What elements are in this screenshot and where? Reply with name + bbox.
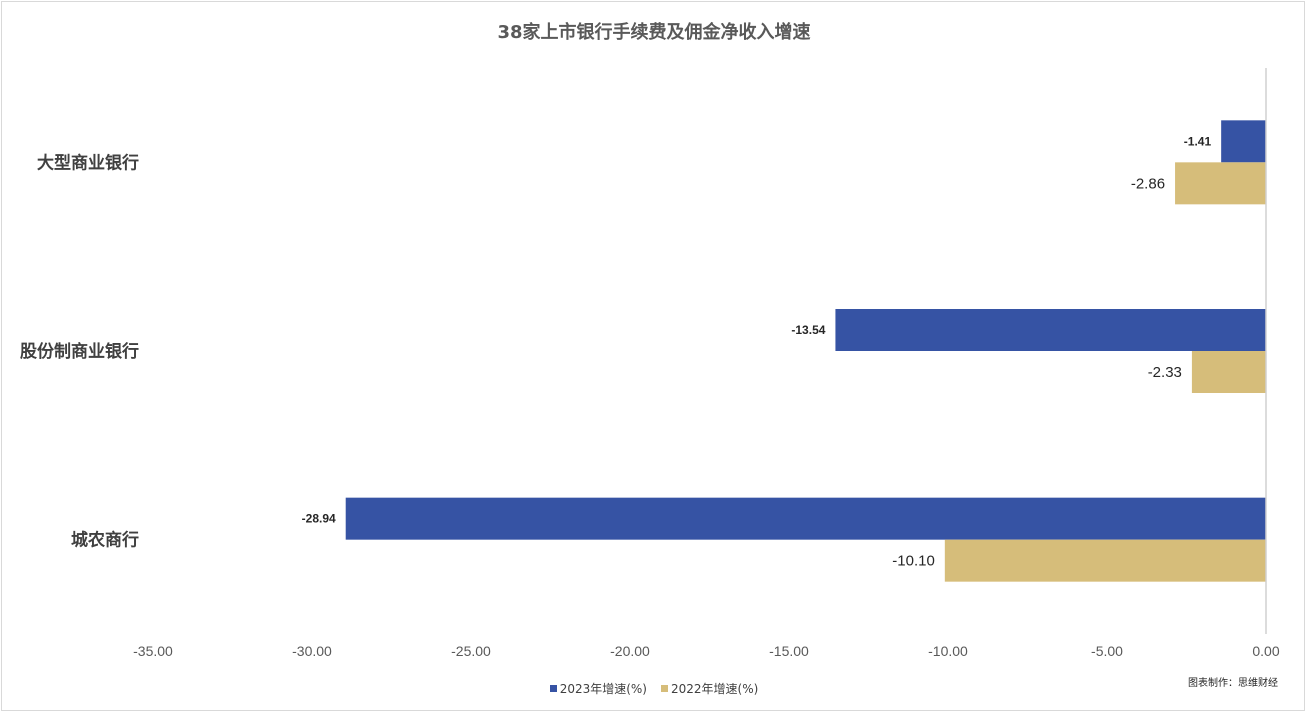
bar-2023 (345, 497, 1266, 540)
x-tick-label: -15.00 (769, 643, 809, 659)
data-label-2022: -2.86 (1131, 175, 1165, 192)
data-label-2023: -28.94 (302, 512, 336, 526)
category-label: 股份制商业银行 (20, 341, 139, 362)
data-label-2023: -1.41 (1184, 134, 1212, 148)
bar-2022 (944, 539, 1266, 582)
category-label: 城农商行 (71, 530, 139, 551)
bar-2023 (835, 309, 1266, 351)
bar-2023 (1221, 120, 1266, 163)
x-tick-label: -5.00 (1091, 643, 1123, 659)
data-label-2022: -2.33 (1148, 364, 1182, 381)
data-label-2023: -13.54 (791, 323, 825, 337)
legend-item-2022: 2022年增速(%) (661, 680, 758, 697)
x-tick-label: -10.00 (928, 643, 968, 659)
credit-text: 图表制作：思维财经 (1188, 678, 1278, 689)
bar-2022 (1191, 351, 1266, 393)
chart-title: 38家上市银行手续费及佣金净收入增速 (497, 22, 811, 43)
legend-swatch-2023 (549, 685, 557, 692)
x-tick-label: 0.00 (1252, 643, 1279, 659)
x-tick-label: -30.00 (292, 643, 332, 659)
x-tick-label: -20.00 (610, 643, 650, 659)
legend-label-2022: 2022年增速(%) (671, 682, 759, 696)
x-tick-label: -25.00 (451, 643, 491, 659)
legend-label-2023: 2023年增速(%) (559, 682, 647, 696)
category-label: 大型商业银行 (37, 152, 139, 173)
bar-2022 (1175, 162, 1266, 205)
legend-item-2023: 2023年增速(%) (549, 680, 647, 697)
legend-swatch-2022 (661, 685, 668, 692)
x-tick-label: -35.00 (133, 643, 173, 659)
legend: 2023年增速(%) 2022年增速(%) (0, 680, 1308, 697)
data-label-2022: -10.10 (892, 553, 935, 570)
